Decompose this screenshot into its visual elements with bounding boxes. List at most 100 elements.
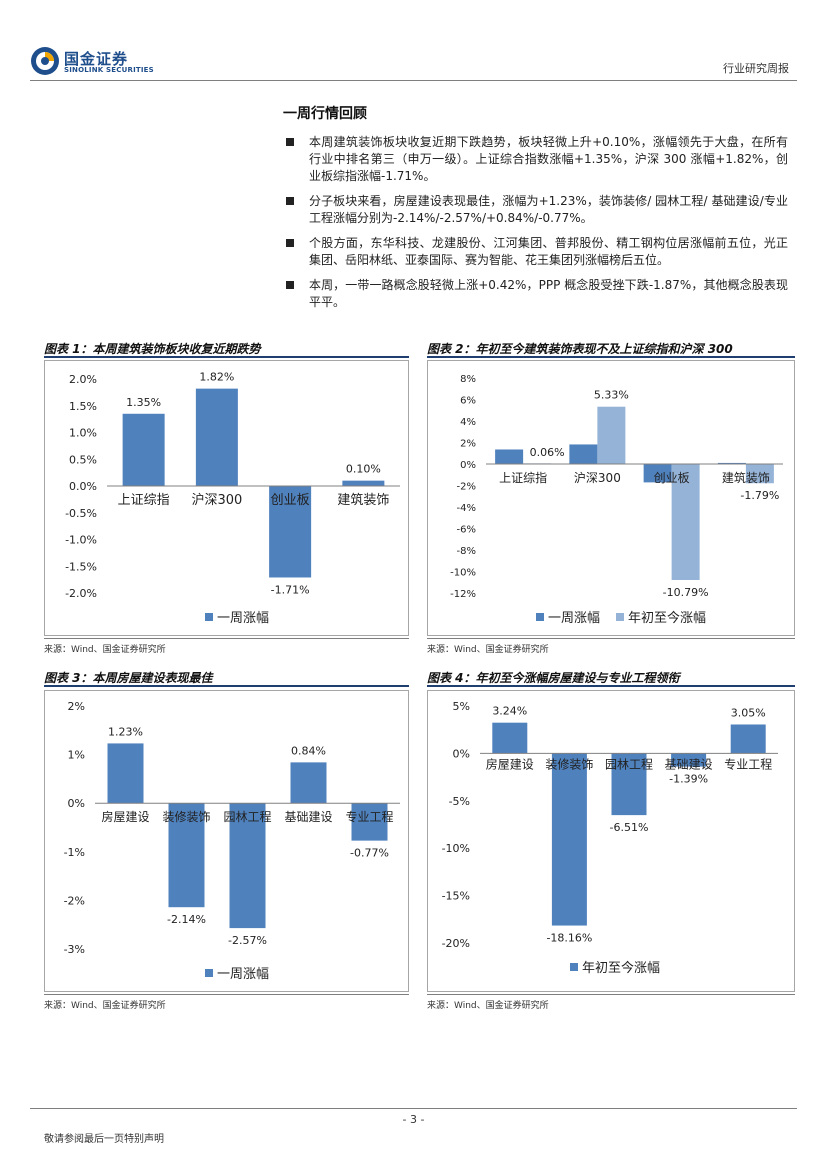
category-label: 建筑装饰 [337, 492, 389, 508]
disclaimer: 敬请参阅最后一页特别声明 [44, 1134, 164, 1145]
y-tick-label: -1% [64, 846, 85, 859]
bar [717, 462, 746, 464]
category-label: 房屋建设 [101, 809, 149, 824]
bar [195, 388, 238, 486]
category-label: 上证综指 [118, 493, 170, 508]
y-tick-label: 0% [68, 797, 85, 810]
category-label: 基础建设 [665, 757, 713, 771]
section-title: 一周行情回顾 [283, 106, 367, 122]
legend-label: 年初至今涨幅 [628, 610, 706, 626]
y-tick-label: 0.0% [69, 480, 97, 493]
y-tick-label: 4% [460, 417, 476, 428]
y-tick-label: 1.0% [69, 427, 97, 440]
category-label: 沪深300 [191, 492, 242, 508]
bar [730, 724, 766, 754]
footer-divider [30, 1108, 797, 1109]
legend-swatch [536, 613, 544, 621]
bar [290, 762, 327, 804]
bar [492, 722, 528, 754]
y-tick-label: -15% [442, 890, 470, 903]
chart-3-source-divider [44, 994, 409, 995]
bar [168, 803, 205, 908]
category-label: 装修装饰 [162, 809, 210, 824]
chart-3-source: 来源：Wind、国金证券研究所 [44, 1001, 166, 1011]
y-tick-label: 0% [460, 460, 476, 471]
value-label: -1.71% [271, 583, 310, 596]
category-label: 园林工程 [223, 809, 271, 824]
bar [495, 449, 524, 464]
value-label: 0.06% [530, 446, 565, 459]
report-type: 行业研究周报 [723, 62, 789, 75]
legend-swatch [205, 613, 213, 621]
y-tick-label: -2% [64, 894, 85, 907]
y-tick-label: -8% [457, 546, 476, 557]
bar [551, 753, 587, 926]
bullet-item: 个股方面，东华科技、龙建股份、江河集团、普邦股份、精工钢构位居涨幅前五位，光正集… [283, 235, 788, 269]
value-label: 3.24% [492, 705, 527, 718]
y-tick-label: 1.5% [69, 400, 97, 413]
legend-swatch [205, 969, 213, 977]
y-tick-label: -1.0% [65, 534, 97, 547]
value-label: 1.35% [126, 396, 161, 409]
category-label: 房屋建设 [486, 756, 534, 771]
chart-2-source-divider [427, 638, 795, 639]
y-tick-label: 2.0% [69, 373, 97, 386]
category-label: 创业板 [271, 493, 310, 508]
value-label: 5.33% [594, 389, 629, 402]
category-label: 装修装饰 [545, 756, 593, 771]
value-label: 1.23% [108, 725, 143, 738]
chart-svg: 2% 1% 0% -1% -2% -3% 房屋建设 装修装饰 园林工程 基础建设 专业工程 1.23%… [64, 700, 400, 982]
legend-label: 一周涨幅 [548, 611, 600, 626]
category-label: 建筑装饰 [722, 470, 770, 485]
y-tick-label: 1% [68, 749, 85, 762]
chart-svg: 8% 6% 4% 2% 0% -2% -4% -6% -8% -10% -12% 上证综指 沪深300 创… [450, 374, 783, 626]
logo-english-name: SINOLINK SECURITIES [64, 66, 154, 74]
bar [342, 480, 385, 486]
y-tick-label: 2% [68, 700, 85, 713]
chart-svg: 5% 0% -5% -10% -15% -20% 房屋建设 装修装饰 园林工程 基础建设 专业工程 3… [442, 700, 778, 976]
y-tick-label: -10% [442, 842, 470, 855]
bar [351, 803, 388, 841]
y-tick-label: -5% [449, 795, 470, 808]
bar [107, 743, 144, 804]
value-label: -0.77% [350, 847, 389, 860]
bar [643, 464, 672, 483]
value-label: -1.39% [669, 773, 708, 786]
chart-svg: 2.0% 1.5% 1.0% 0.5% 0.0% -0.5% -1.0% -1.5% -2.0%… [65, 371, 400, 626]
y-tick-label: -1.5% [65, 560, 97, 573]
page-header: 国金证券 SINOLINK SECURITIES 行业研究周报 [0, 0, 827, 80]
page-number: - 3 - [402, 1113, 425, 1126]
chart-1: 2.0% 1.5% 1.0% 0.5% 0.0% -0.5% -1.0% -1.5% -2.0%… [44, 360, 409, 636]
chart-1-title: 图表 1：本周建筑装饰板块收复近期跌势 [44, 337, 409, 358]
bar [597, 406, 626, 464]
y-tick-label: -12% [450, 589, 476, 600]
y-tick-label: 2% [460, 439, 476, 450]
value-label: -2.57% [228, 934, 267, 947]
value-label: 0.84% [291, 744, 326, 757]
y-tick-label: 8% [460, 374, 476, 385]
bar [569, 444, 598, 464]
category-label: 基础建设 [284, 810, 332, 824]
y-tick-label: -10% [450, 568, 476, 579]
value-label: 0.10% [346, 463, 381, 476]
header-divider [30, 80, 797, 81]
category-label: 园林工程 [605, 756, 653, 771]
chart-4-source-divider [427, 994, 795, 995]
y-tick-label: -3% [64, 943, 85, 956]
chart-4-source: 来源：Wind、国金证券研究所 [427, 1001, 549, 1011]
chart-2: 8% 6% 4% 2% 0% -2% -4% -6% -8% -10% -12% 上证综指 沪深300 创… [427, 360, 795, 636]
chart-3-title: 图表 3：本周房屋建设表现最佳 [44, 666, 409, 687]
bar [671, 753, 707, 767]
bullet-item: 本周，一带一路概念股轻微上涨+0.42%，PPP 概念股受挫下跌-1.87%，其… [283, 277, 788, 311]
value-label: -2.14% [167, 913, 206, 926]
value-label: 1.82% [199, 371, 234, 384]
bar [229, 803, 266, 929]
bar [671, 464, 700, 580]
bullet-item: 分子板块来看，房屋建设表现最佳，涨幅为+1.23%，装饰装修/ 园林工程/ 基础… [283, 193, 788, 227]
chart-2-title: 图表 2：年初至今建筑装饰表现不及上证综指和沪深 300 [427, 337, 795, 358]
y-tick-label: -2.0% [65, 587, 97, 600]
chart-4-title: 图表 4：年初至今涨幅房屋建设与专业工程领衔 [427, 666, 795, 687]
chart-1-source-divider [44, 638, 409, 639]
bar [745, 464, 774, 484]
bullet-item: 本周建筑装饰板块收复近期下跌趋势，板块轻微上升+0.10%，涨幅领先于大盘，在所… [283, 134, 788, 185]
